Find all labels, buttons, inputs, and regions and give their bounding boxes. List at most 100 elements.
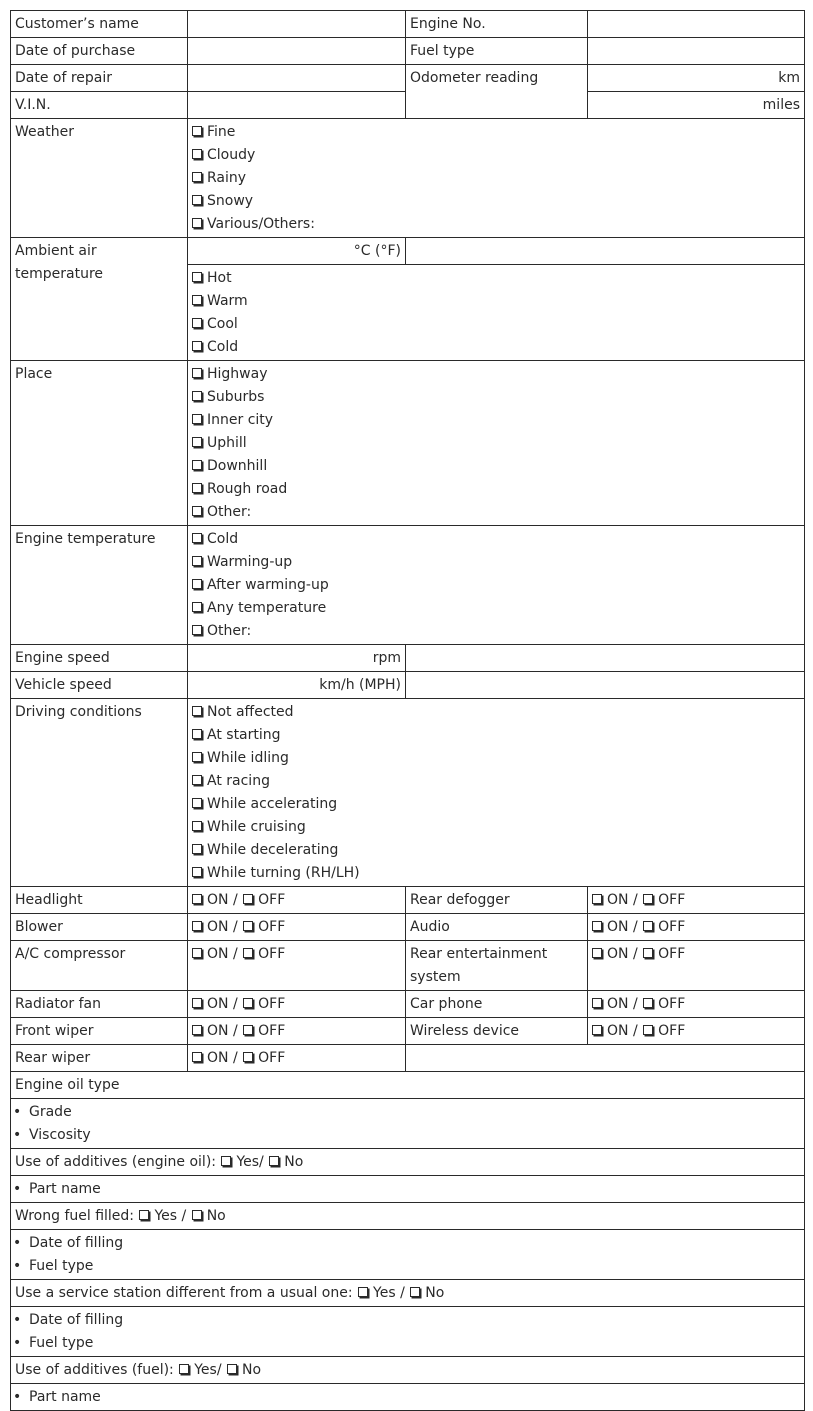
odometer-km-field[interactable]: km xyxy=(587,64,805,92)
checkbox-icon[interactable] xyxy=(192,867,202,877)
checkbox-option[interactable]: Other: xyxy=(191,501,800,524)
checkbox-icon[interactable] xyxy=(192,172,202,182)
vehicle-speed-field[interactable]: km/h (MPH) xyxy=(187,671,406,699)
checkbox-option[interactable]: Cold xyxy=(191,528,800,551)
checkbox-icon[interactable] xyxy=(192,218,202,228)
checkbox-icon[interactable] xyxy=(192,149,202,159)
checkbox-icon[interactable] xyxy=(192,844,202,854)
date-of-repair-field[interactable] xyxy=(187,64,406,92)
checkbox-icon[interactable] xyxy=(139,1210,150,1220)
fuel-type-field[interactable] xyxy=(587,37,805,65)
checkbox-option[interactable]: Snowy xyxy=(191,190,800,213)
checkbox-icon[interactable] xyxy=(192,195,202,205)
checkbox-option[interactable]: Fine xyxy=(191,121,800,144)
checkbox-icon[interactable] xyxy=(269,1156,280,1166)
checkbox-icon[interactable] xyxy=(592,948,602,958)
checkbox-icon[interactable] xyxy=(192,460,202,470)
checkbox-option[interactable]: Hot xyxy=(191,267,800,290)
checkbox-icon[interactable] xyxy=(192,625,202,635)
checkbox-icon[interactable] xyxy=(192,533,202,543)
checkbox-icon[interactable] xyxy=(221,1156,232,1166)
checkbox-icon[interactable] xyxy=(643,894,654,904)
checkbox-icon[interactable] xyxy=(192,998,202,1008)
checkbox-option[interactable]: Cold xyxy=(191,336,800,359)
checkbox-icon[interactable] xyxy=(192,798,202,808)
checkbox-icon[interactable] xyxy=(192,295,202,305)
customer-name-field[interactable] xyxy=(187,10,406,38)
checkbox-icon[interactable] xyxy=(643,921,654,931)
checkbox-icon[interactable] xyxy=(410,1287,421,1297)
checkbox-icon[interactable] xyxy=(243,948,254,958)
checkbox-icon[interactable] xyxy=(192,821,202,831)
odometer-miles-field[interactable]: miles xyxy=(587,91,805,119)
checkbox-option[interactable]: While turning (RH/LH) xyxy=(191,862,800,885)
checkbox-icon[interactable] xyxy=(192,921,202,931)
checkbox-icon[interactable] xyxy=(592,998,602,1008)
checkbox-icon[interactable] xyxy=(192,894,202,904)
checkbox-option[interactable]: After warming-up xyxy=(191,574,800,597)
checkbox-icon[interactable] xyxy=(243,998,254,1008)
checkbox-icon[interactable] xyxy=(592,1025,602,1035)
checkbox-option[interactable]: While decelerating xyxy=(191,839,800,862)
checkbox-icon[interactable] xyxy=(643,1025,654,1035)
checkbox-option[interactable]: Uphill xyxy=(191,432,800,455)
checkbox-option[interactable]: Any temperature xyxy=(191,597,800,620)
checkbox-icon[interactable] xyxy=(243,1052,254,1062)
checkbox-icon[interactable] xyxy=(192,706,202,716)
checkbox-option[interactable]: Warming-up xyxy=(191,551,800,574)
checkbox-icon[interactable] xyxy=(192,556,202,566)
checkbox-icon[interactable] xyxy=(192,602,202,612)
checkbox-icon[interactable] xyxy=(192,368,202,378)
checkbox-icon[interactable] xyxy=(192,775,202,785)
checkbox-option[interactable]: At starting xyxy=(191,724,800,747)
checkbox-option[interactable]: Cool xyxy=(191,313,800,336)
checkbox-option[interactable]: Various/Others: xyxy=(191,213,800,236)
checkbox-icon[interactable] xyxy=(191,1210,202,1220)
ambient-temperature-field[interactable]: °C (°F) xyxy=(187,237,406,265)
checkbox-icon[interactable] xyxy=(358,1287,369,1297)
checkbox-icon[interactable] xyxy=(192,1052,202,1062)
checkbox-icon[interactable] xyxy=(592,894,602,904)
checkbox-option[interactable]: Downhill xyxy=(191,455,800,478)
checkbox-icon[interactable] xyxy=(243,1025,254,1035)
checkbox-option[interactable]: Rainy xyxy=(191,167,800,190)
checkbox-option[interactable]: While idling xyxy=(191,747,800,770)
rear-defogger-label: Rear defogger xyxy=(405,886,588,914)
date-of-purchase-field[interactable] xyxy=(187,37,406,65)
checkbox-icon[interactable] xyxy=(192,414,202,424)
checkbox-option[interactable]: While cruising xyxy=(191,816,800,839)
checkbox-icon[interactable] xyxy=(192,437,202,447)
checkbox-icon[interactable] xyxy=(192,272,202,282)
checkbox-icon[interactable] xyxy=(192,948,202,958)
checkbox-option[interactable]: Not affected xyxy=(191,701,800,724)
checkbox-icon[interactable] xyxy=(179,1364,190,1374)
checkbox-icon[interactable] xyxy=(192,506,202,516)
checkbox-option[interactable]: Rough road xyxy=(191,478,800,501)
checkbox-icon[interactable] xyxy=(192,1025,202,1035)
checkbox-option[interactable]: Cloudy xyxy=(191,144,800,167)
engine-no-field[interactable] xyxy=(587,10,805,38)
checkbox-icon[interactable] xyxy=(192,752,202,762)
checkbox-icon[interactable] xyxy=(192,579,202,589)
checkbox-icon[interactable] xyxy=(643,998,654,1008)
checkbox-icon[interactable] xyxy=(192,483,202,493)
checkbox-option[interactable]: At racing xyxy=(191,770,800,793)
checkbox-icon[interactable] xyxy=(192,318,202,328)
checkbox-option[interactable]: Inner city xyxy=(191,409,800,432)
engine-speed-field[interactable]: rpm xyxy=(187,644,406,672)
checkbox-icon[interactable] xyxy=(192,126,202,136)
checkbox-option[interactable]: Suburbs xyxy=(191,386,800,409)
checkbox-option[interactable]: While accelerating xyxy=(191,793,800,816)
checkbox-icon[interactable] xyxy=(243,894,254,904)
checkbox-icon[interactable] xyxy=(192,341,202,351)
checkbox-icon[interactable] xyxy=(592,921,602,931)
checkbox-option[interactable]: Highway xyxy=(191,363,800,386)
checkbox-icon[interactable] xyxy=(192,729,202,739)
checkbox-option[interactable]: Warm xyxy=(191,290,800,313)
checkbox-icon[interactable] xyxy=(643,948,654,958)
checkbox-icon[interactable] xyxy=(192,391,202,401)
checkbox-icon[interactable] xyxy=(227,1364,237,1374)
checkbox-icon[interactable] xyxy=(243,921,254,931)
checkbox-option[interactable]: Other: xyxy=(191,620,800,643)
vin-field[interactable] xyxy=(187,91,406,119)
